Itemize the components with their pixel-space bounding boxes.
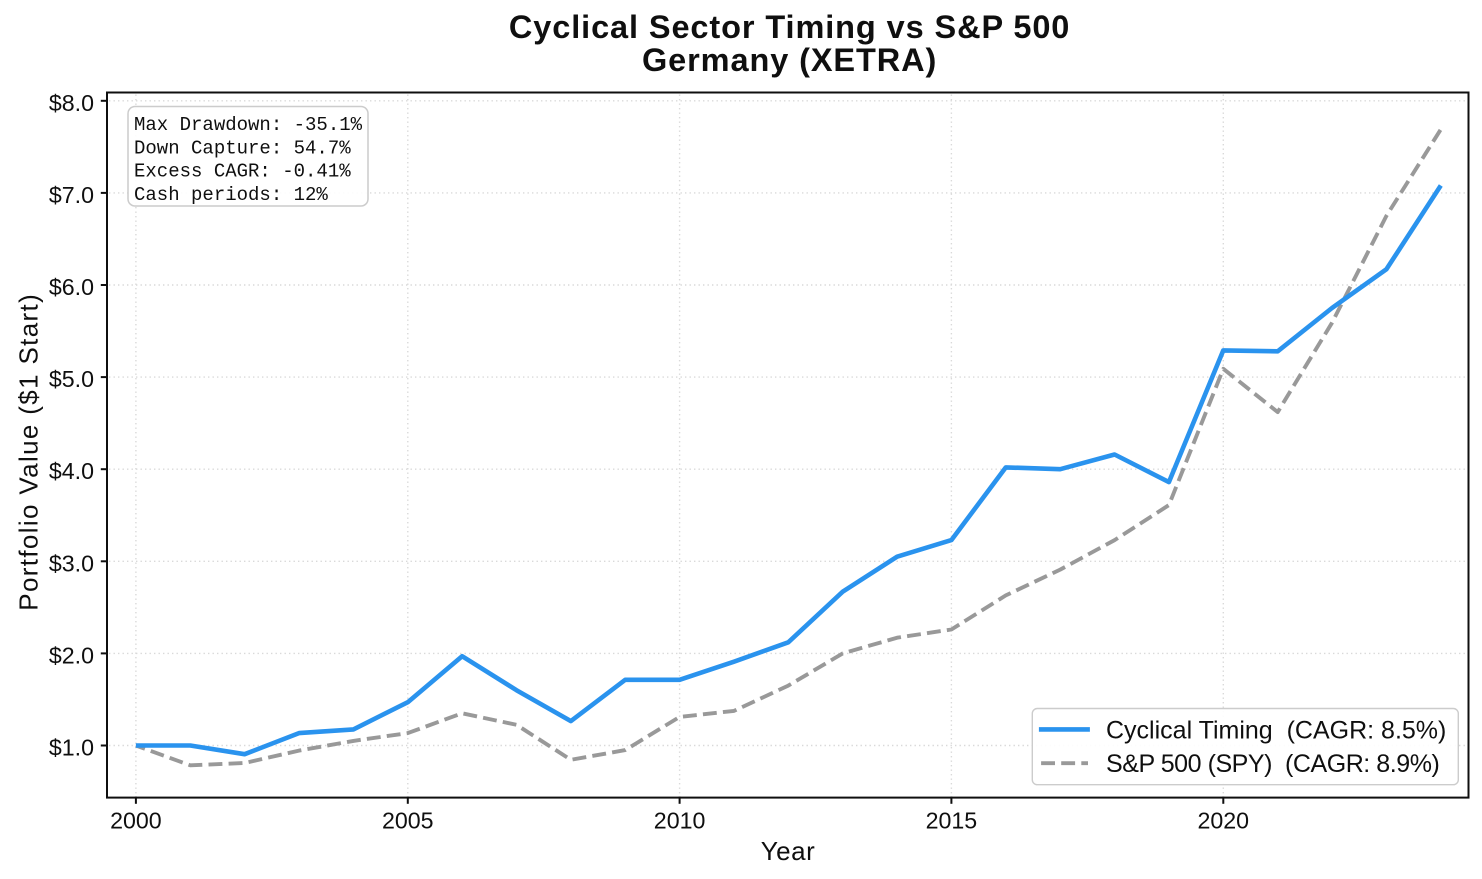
svg-text:$8.0: $8.0 — [49, 90, 94, 116]
svg-text:Max Drawdown: -35.1%: Max Drawdown: -35.1% — [134, 114, 363, 136]
svg-text:$7.0: $7.0 — [49, 182, 94, 208]
svg-text:$4.0: $4.0 — [49, 458, 94, 484]
svg-text:Portfolio Value ($1 Start): Portfolio Value ($1 Start) — [14, 293, 44, 611]
svg-text:$5.0: $5.0 — [49, 366, 94, 392]
svg-text:S&P 500 (SPY) (CAGR: 8.9%): S&P 500 (SPY) (CAGR: 8.9%) — [1106, 750, 1439, 778]
svg-text:2015: 2015 — [926, 808, 978, 834]
svg-text:$3.0: $3.0 — [49, 550, 94, 576]
svg-text:2020: 2020 — [1198, 808, 1250, 834]
svg-text:Cyclical Timing (CAGR: 8.5%): Cyclical Timing (CAGR: 8.5%) — [1106, 717, 1446, 745]
svg-text:Down Capture: 54.7%: Down Capture: 54.7% — [134, 137, 351, 159]
svg-text:Excess CAGR: -0.41%: Excess CAGR: -0.41% — [134, 161, 351, 183]
svg-text:Cash periods: 12%: Cash periods: 12% — [134, 184, 328, 206]
svg-text:Year: Year — [761, 836, 816, 866]
svg-text:$1.0: $1.0 — [49, 735, 94, 761]
svg-text:$6.0: $6.0 — [49, 274, 94, 300]
svg-text:Cyclical Sector Timing vs S&P: Cyclical Sector Timing vs S&P 500 — [509, 9, 1070, 45]
svg-text:2010: 2010 — [654, 808, 706, 834]
svg-text:Germany (XETRA): Germany (XETRA) — [642, 42, 937, 78]
svg-text:$2.0: $2.0 — [49, 642, 94, 668]
svg-text:2005: 2005 — [382, 808, 434, 834]
svg-text:2000: 2000 — [110, 808, 162, 834]
